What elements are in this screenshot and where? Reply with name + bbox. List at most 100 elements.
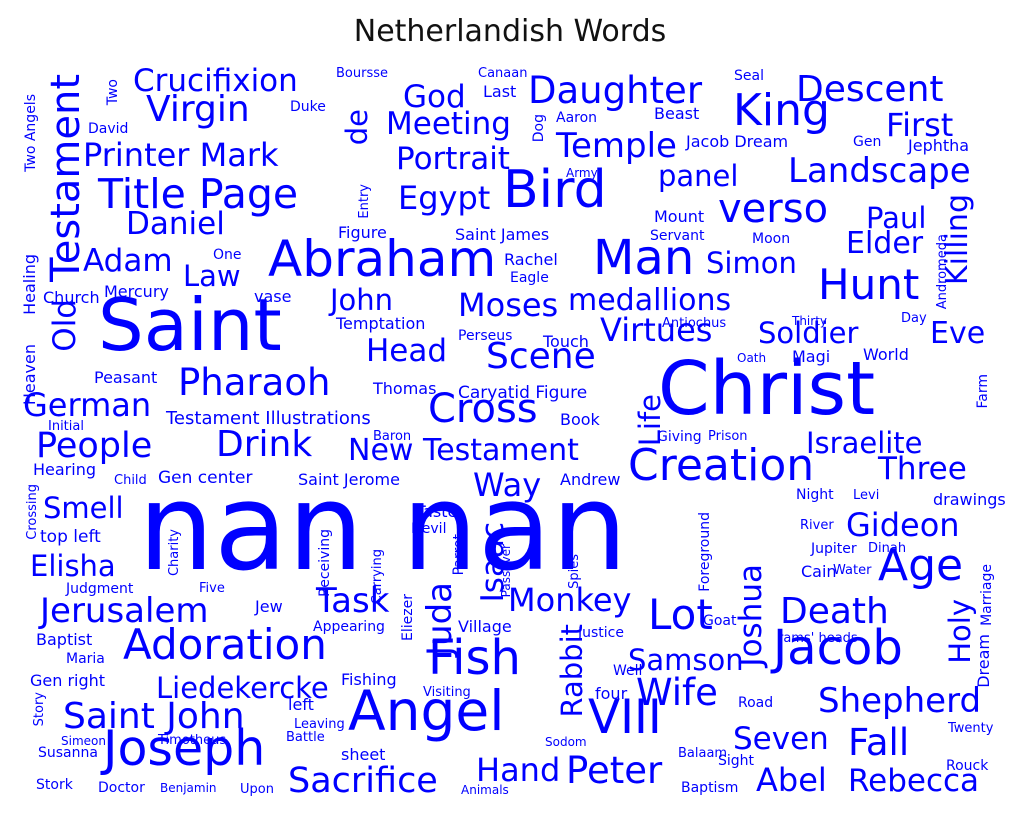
word-one: One (213, 247, 242, 263)
word-andromeda: Andromeda (935, 234, 950, 310)
word-village: Village (458, 617, 512, 636)
word-road: Road (738, 695, 774, 711)
word-passover: Passover (499, 544, 513, 598)
word-man: Man (593, 230, 695, 286)
word-rams-heads: rams' heads (778, 631, 858, 646)
word-saint-john: Saint John (63, 696, 245, 737)
word-church: Church (43, 288, 100, 307)
word-virgin: Virgin (146, 89, 250, 130)
word-jephtha: Jephtha (908, 136, 970, 155)
word-bird: Bird (503, 160, 607, 220)
chart-title: Netherlandish Words (353, 14, 667, 49)
word-top-left: top left (40, 527, 101, 547)
word-fall: Fall (848, 721, 910, 764)
word-two: Two (105, 79, 121, 106)
word-jerusalem: Jerusalem (40, 591, 209, 631)
word-temptation: Temptation (336, 314, 426, 333)
word-smell: Smell (43, 491, 124, 525)
word-moon: Moon (752, 231, 791, 247)
word-story: Story (32, 692, 47, 727)
word-gideon: Gideon (846, 506, 960, 544)
word-susanna: Susanna (38, 745, 98, 761)
word-egypt: Egypt (398, 179, 491, 217)
word-levi: Levi (853, 488, 880, 503)
word-gen-right: Gen right (30, 671, 106, 690)
word-landscape: Landscape (788, 151, 971, 191)
word-daniel: Daniel (126, 206, 225, 242)
word-left: left (288, 695, 314, 714)
word-boursse: Boursse (336, 66, 388, 81)
word-army: Army (566, 166, 598, 180)
word-healing: Healing (20, 254, 39, 315)
word-aaron: Aaron (556, 110, 598, 126)
word-dinah: Dinah (868, 541, 907, 556)
word-marriage: Marriage (979, 564, 995, 626)
word-four: four (595, 684, 628, 703)
word-israelite: Israelite (806, 426, 923, 460)
word-heaven: Heaven (20, 344, 39, 406)
word-canaan: Canaan (478, 66, 528, 81)
word-beast: Beast (654, 104, 700, 123)
word-visiting: Visiting (423, 685, 471, 700)
word-river: River (800, 518, 834, 533)
word-hearing: Hearing (33, 460, 96, 479)
word-hand: Hand (476, 751, 561, 789)
word-gen: Gen (853, 134, 882, 150)
word-pharaoh: Pharaoh (178, 361, 331, 404)
word-farm: Farm (975, 374, 991, 409)
word-water: Water (833, 563, 872, 578)
word-dream: Dream (974, 634, 993, 688)
word-giving: Giving (657, 429, 702, 445)
word-parrot: Parrot (451, 534, 467, 576)
word-task: Task (316, 581, 390, 621)
word-adoration: Adoration (123, 620, 327, 669)
word-figure: Figure (338, 223, 387, 242)
word-receiving: Receiving (317, 529, 333, 597)
word-taste: Taste (416, 502, 458, 521)
word-saint: Saint (98, 283, 282, 367)
word-law: Law (183, 259, 241, 293)
word-scene: Scene (486, 336, 596, 377)
word-leaving: Leaving (294, 717, 345, 732)
word-sacrifice: Sacrifice (288, 761, 438, 801)
word-samson: Samson (628, 643, 744, 677)
word-mercury: Mercury (104, 282, 169, 301)
word-andrew: Andrew (560, 470, 621, 489)
word-antiochus: Antiochus (662, 316, 727, 331)
word-benjamin: Benjamin (160, 781, 217, 795)
word-lot: Lot (648, 590, 713, 639)
word-soldier: Soldier (758, 316, 859, 350)
word-nan-nan: nan nan (138, 459, 628, 598)
word-saint-jerome: Saint Jerome (298, 470, 400, 489)
word-caryatid-figure: Caryatid Figure (458, 383, 588, 403)
word-age: Age (878, 540, 964, 591)
word-eve: Eve (930, 316, 986, 351)
word-shepherd: Shepherd (818, 681, 982, 721)
word-animals: Animals (461, 783, 509, 797)
word-new-testament: New Testament (348, 433, 579, 468)
word-goat: Goat (703, 613, 737, 629)
word-crossing: Crossing (25, 484, 40, 540)
word-night: Night (796, 487, 834, 503)
word-way: Way (473, 466, 542, 504)
word-rebecca: Rebecca (848, 763, 980, 799)
word-initial: Initial (48, 419, 84, 434)
word-hunt: Hunt (818, 260, 920, 309)
word-god: God (403, 79, 466, 115)
word-rouck: Rouck (946, 758, 989, 774)
word-printer-mark: Printer Mark (83, 136, 279, 174)
word-cross: Cross (428, 386, 538, 432)
word-monkey: Monkey (508, 581, 632, 619)
word-creation: Creation (628, 440, 815, 491)
word-justice: Justice (578, 625, 624, 641)
word-jupiter: Jupiter (811, 541, 857, 557)
word-cloud: nan nan Christ Saint Angel Bird Abraham Joseph… (18, 63, 1006, 804)
word-judgment: Judgment (66, 581, 134, 597)
word-wife: Wife (636, 671, 718, 714)
word-david: David (88, 121, 129, 137)
word-magi: Magi (792, 347, 831, 366)
word-sheet: sheet (341, 745, 386, 764)
word-touch: Touch (543, 332, 589, 351)
word-crucifixion: Crucifixion (133, 63, 298, 99)
word-oath: Oath (737, 351, 767, 365)
